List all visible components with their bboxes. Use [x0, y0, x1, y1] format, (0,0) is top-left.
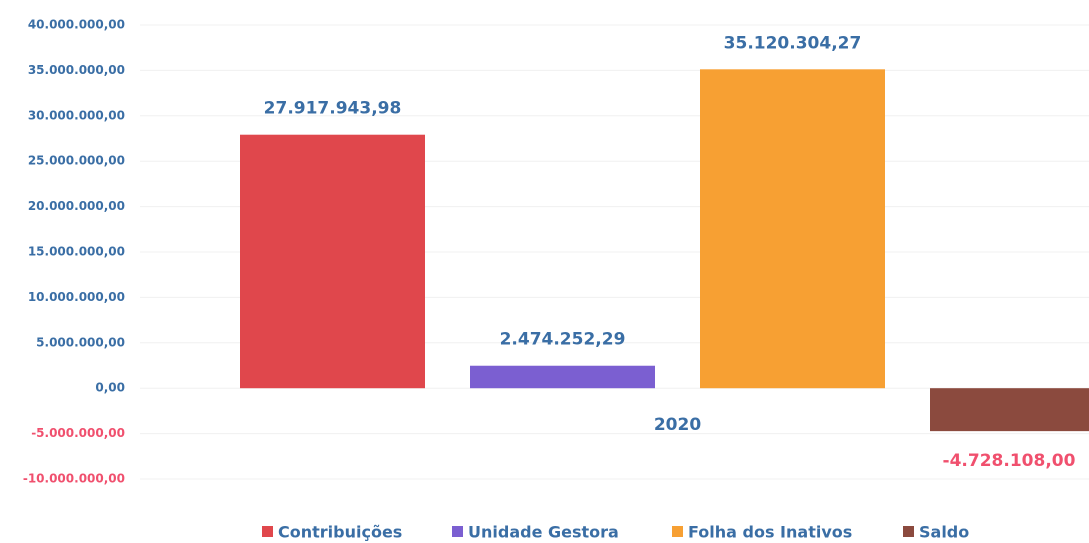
y-tick-label: 10.000.000,00	[28, 290, 125, 304]
legend-swatch	[672, 526, 683, 537]
data-label: 2.474.252,29	[500, 330, 626, 350]
legend-swatch	[452, 526, 463, 537]
y-tick-label: 40.000.000,00	[28, 18, 125, 32]
y-tick-label: 5.000.000,00	[36, 335, 125, 349]
y-tick-label: 15.000.000,00	[28, 245, 125, 259]
legend-label: Contribuições	[278, 523, 402, 542]
legend-swatch	[262, 526, 273, 537]
y-tick-label: 20.000.000,00	[28, 199, 125, 213]
data-label: -4.728.108,00	[943, 451, 1076, 471]
bar	[470, 365, 655, 389]
legend-label: Unidade Gestora	[468, 523, 619, 542]
y-tick-label: -5.000.000,00	[31, 426, 125, 440]
y-tick-label: 35.000.000,00	[28, 63, 125, 77]
y-tick-label: 30.000.000,00	[28, 108, 125, 122]
data-label: 35.120.304,27	[724, 33, 862, 53]
y-tick-label: 25.000.000,00	[28, 154, 125, 168]
y-tick-label: 0,00	[95, 381, 125, 395]
bar	[240, 134, 425, 389]
bar	[930, 388, 1089, 432]
legend-label: Folha dos Inativos	[688, 523, 852, 542]
legend-label: Saldo	[919, 523, 969, 542]
legend-swatch	[903, 526, 914, 537]
x-tick-label: 2020	[654, 415, 701, 435]
bar	[700, 69, 885, 389]
y-tick-label: -10.000.000,00	[23, 472, 125, 486]
data-label: 27.917.943,98	[264, 99, 402, 119]
